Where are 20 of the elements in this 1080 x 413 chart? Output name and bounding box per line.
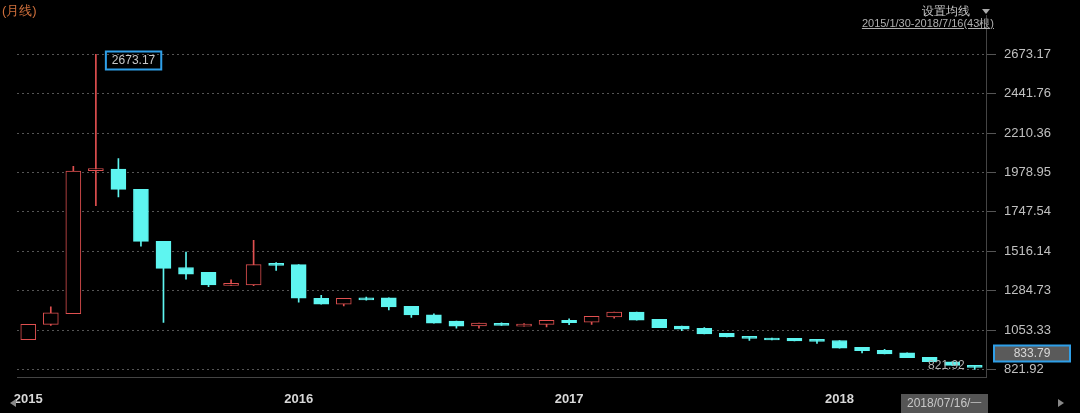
annotation: 2673.17	[111, 52, 156, 67]
y-tick-label: 2210.36	[1004, 124, 1051, 140]
annotation: 821.92	[928, 357, 966, 372]
annotation: 设置均线	[922, 3, 970, 19]
y-tick-label: 1747.54	[1004, 203, 1051, 219]
y-tick-label: 1516.14	[1004, 242, 1051, 258]
chart-title: (月线)	[2, 2, 37, 20]
y-tick-label: 1284.73	[1004, 282, 1051, 298]
x-tick-label: 2018	[825, 390, 854, 406]
x-tick-label: 2016	[284, 390, 314, 406]
x-tick-label: 2015	[13, 390, 43, 406]
y-tick-label: 821.92	[1004, 360, 1044, 376]
y-tick-label: 2673.17	[1004, 45, 1051, 61]
y-tick-label: 1053.33	[1004, 321, 1051, 337]
chart-subtitle: 2015/1/30-2018/7/16(43根)	[861, 17, 994, 31]
y-tick-label: 2441.76	[1004, 85, 1051, 101]
text: 2018/07/16/一	[901, 394, 989, 413]
y-tick-label: 1978.95	[1004, 164, 1051, 180]
text: 833.79	[1013, 345, 1051, 360]
x-tick-label: 2017	[554, 390, 584, 406]
